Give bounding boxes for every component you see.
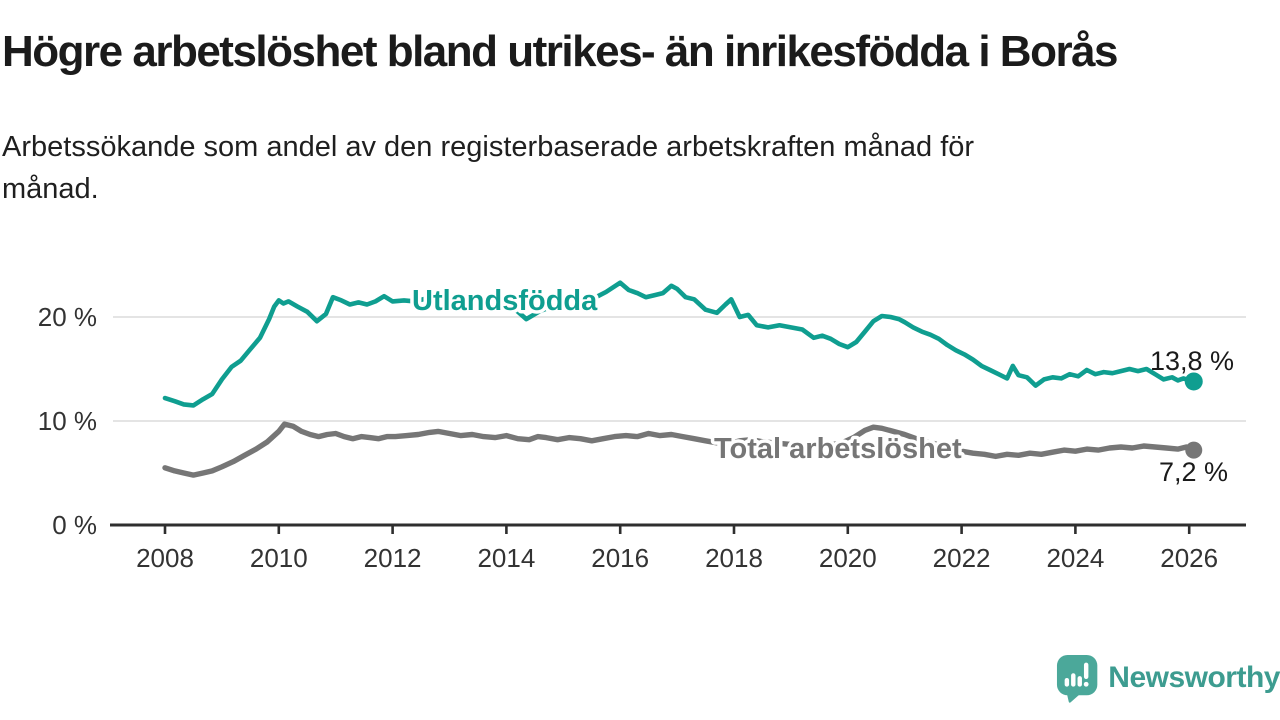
series-end-dot-total [1185,441,1203,459]
x-axis-tick-label: 2020 [819,543,877,573]
x-axis-tick-label: 2012 [364,543,422,573]
chart-subtitle-line-1: Arbetssökande som andel av den registerb… [2,131,975,163]
chart-title: Högre arbetslöshet bland utrikes- än inr… [2,27,1119,76]
x-axis-tick-label: 2026 [1160,543,1218,573]
series-end-dot-utlandsfodda [1184,372,1203,391]
x-axis-tick-label: 2014 [477,543,535,573]
newsworthy-speech-bubble-icon [1056,654,1098,703]
end-value-label-utlandsfodda: 13,8 % [1150,346,1234,376]
end-value-label-total: 7,2 % [1159,457,1228,487]
x-axis-tick-label: 2024 [1046,543,1104,573]
y-axis-tick-label: 20 % [38,302,97,332]
x-axis-tick-label: 2018 [705,543,763,573]
newsworthy-logo-text: Newsworthy [1108,661,1280,694]
x-axis-tick-label: 2022 [933,543,991,573]
x-axis-tick-label: 2010 [250,543,308,573]
chart-subtitle: Arbetssökande som andel av den registerb… [2,126,1202,210]
newsworthy-logo: Newsworthy [1056,650,1280,706]
line-chart: 0 % 10 % 20 % 2008 2010 2012 2014 2016 2018 2020 2… [38,280,1246,573]
x-axis-tick-label: 2016 [591,543,649,573]
series-line-total [162,421,1197,478]
x-axis-tick-label: 2008 [136,543,194,573]
y-axis-tick-label: 10 % [38,406,97,436]
y-axis-tick-label: 0 % [52,510,97,540]
series-label-total: Total arbetslöshet [714,433,962,465]
series-label-utlandsfodda: Utlandsfödda [412,285,598,317]
series-line-utlandsfodda [162,280,1197,408]
chart-subtitle-line-2: månad. [2,173,99,206]
